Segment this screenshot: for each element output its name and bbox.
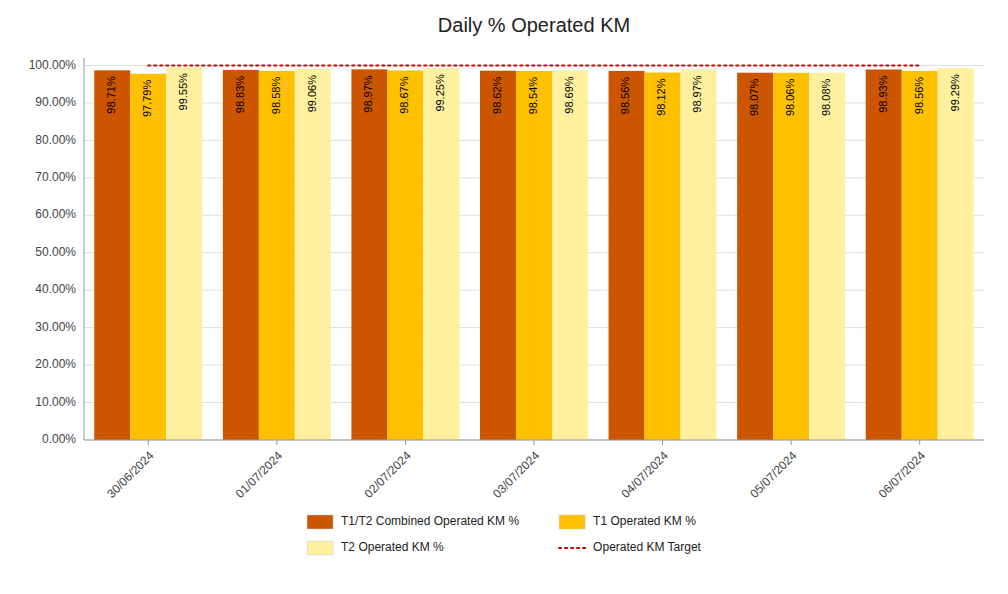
x-tick-label: 01/07/2024 — [233, 448, 286, 501]
y-tick-label: 40.00% — [35, 282, 76, 296]
data-label: 98.71% — [105, 76, 117, 114]
data-label: 99.29% — [949, 74, 961, 112]
y-tick-label: 80.00% — [35, 133, 76, 147]
x-tick — [791, 440, 792, 445]
legend-swatch — [559, 547, 585, 549]
legend-item: T2 Operated KM % — [307, 540, 444, 555]
y-tick-label: 50.00% — [35, 245, 76, 259]
legend-swatch — [307, 515, 333, 529]
legend-label: Operated KM Target — [593, 540, 702, 554]
data-label: 98.54% — [527, 77, 539, 115]
bar — [552, 70, 588, 440]
x-tick — [405, 440, 406, 445]
bar — [480, 71, 516, 440]
data-label: 98.07% — [748, 79, 760, 117]
x-tick-label: 04/07/2024 — [619, 448, 672, 501]
bar — [295, 69, 331, 440]
bar — [259, 71, 295, 440]
x-tick-label: 02/07/2024 — [361, 448, 414, 501]
x-tick — [534, 440, 535, 445]
bar — [423, 68, 459, 440]
line — [148, 64, 919, 66]
data-label: 98.97% — [362, 75, 374, 113]
legend-item: Operated KM Target — [559, 540, 702, 554]
legend-swatch — [307, 541, 333, 555]
bar — [387, 70, 423, 440]
x-tick-label: 06/07/2024 — [876, 448, 929, 501]
legend-swatch — [559, 515, 585, 529]
legend-item: T1 Operated KM % — [559, 514, 696, 529]
data-label: 98.56% — [913, 77, 925, 115]
data-label: 99.55% — [177, 73, 189, 111]
x-tick — [276, 440, 277, 445]
y-tick-label: 20.00% — [35, 357, 76, 371]
data-label: 98.56% — [619, 77, 631, 115]
bar — [902, 71, 938, 440]
y-tick-label: 70.00% — [35, 170, 76, 184]
data-label: 99.25% — [434, 74, 446, 112]
bar — [130, 74, 166, 440]
y-tick-label: 30.00% — [35, 320, 76, 334]
data-label: 98.58% — [270, 77, 282, 115]
legend-label: T1/T2 Combined Operated KM % — [341, 514, 519, 528]
x-tick — [919, 440, 920, 445]
bar — [166, 67, 202, 440]
data-label: 98.62% — [491, 76, 503, 114]
data-label: 98.08% — [820, 78, 832, 116]
x-tick — [662, 440, 663, 445]
y-tick-label: 100.00% — [29, 58, 77, 72]
data-label: 98.93% — [877, 75, 889, 113]
legend-label: T1 Operated KM % — [593, 514, 696, 528]
legend-label: T2 Operated KM % — [341, 540, 444, 554]
bar — [223, 70, 259, 440]
bar — [609, 71, 645, 440]
bar — [866, 69, 902, 440]
bar — [681, 69, 717, 440]
bar — [737, 73, 773, 440]
bar — [809, 73, 845, 440]
chart: Daily % Operated KM 0.00% 10.00% 20.00% 30.0… — [0, 0, 1008, 594]
data-label: 98.67% — [398, 76, 410, 114]
bar — [516, 71, 552, 440]
x-tick-label: 03/07/2024 — [490, 448, 543, 501]
bar — [645, 73, 681, 440]
y-tick-label: 10.00% — [35, 395, 76, 409]
y-tick-label: 60.00% — [35, 207, 76, 221]
bar — [938, 68, 974, 440]
data-label: 98.69% — [563, 76, 575, 114]
x-tick-label: 05/07/2024 — [747, 448, 800, 501]
grid-line — [84, 65, 984, 66]
data-label: 98.97% — [691, 75, 703, 113]
bar — [94, 70, 130, 440]
legend-item: T1/T2 Combined Operated KM % — [307, 514, 519, 529]
data-labels: 98.71% 98.83% 98.97% 98.62% 98.56% 98.07% 98.9… — [105, 73, 960, 117]
data-label: 98.83% — [234, 76, 246, 114]
y-tick-label: 0.00% — [42, 432, 76, 446]
bar — [773, 73, 809, 440]
data-label: 97.79% — [141, 80, 153, 118]
legend: T1/T2 Combined Operated KM % T1 Operated … — [307, 514, 702, 555]
y-grid — [84, 65, 984, 440]
title: Daily % Operated KM — [438, 14, 630, 36]
background — [0, 0, 1008, 594]
x-tick-label: 30/06/2024 — [104, 448, 157, 501]
data-label: 98.06% — [784, 79, 796, 117]
marks — [94, 65, 973, 440]
x-tick — [148, 440, 149, 445]
y-tick-label: 90.00% — [35, 95, 76, 109]
data-label: 99.06% — [306, 75, 318, 113]
y-axis-line — [84, 58, 85, 440]
data-label: 98.12% — [655, 78, 667, 116]
bar — [351, 69, 387, 440]
